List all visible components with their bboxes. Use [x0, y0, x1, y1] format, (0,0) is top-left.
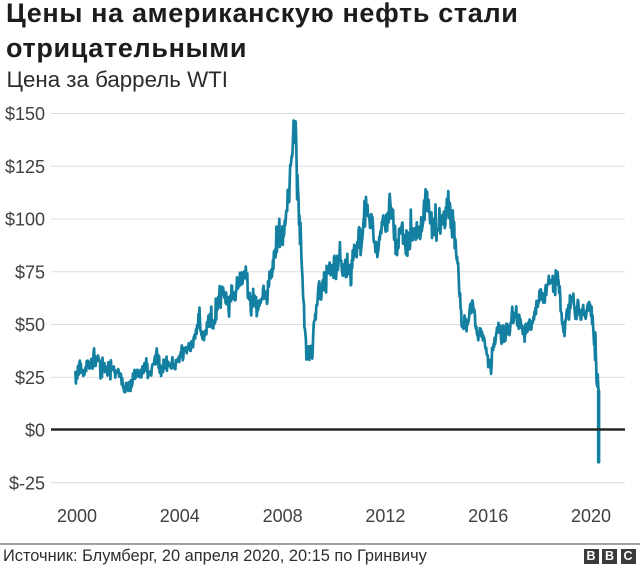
svg-text:2012: 2012 — [365, 506, 405, 526]
svg-text:$150: $150 — [5, 104, 45, 124]
svg-text:$125: $125 — [5, 157, 45, 177]
svg-text:2020: 2020 — [571, 506, 611, 526]
svg-text:$50: $50 — [15, 315, 45, 335]
svg-text:$0: $0 — [25, 421, 45, 441]
svg-text:$-25: $-25 — [9, 473, 45, 493]
svg-text:$100: $100 — [5, 210, 45, 230]
svg-text:$25: $25 — [15, 368, 45, 388]
svg-text:2004: 2004 — [160, 506, 200, 526]
svg-text:2000: 2000 — [57, 506, 97, 526]
svg-text:$75: $75 — [15, 262, 45, 282]
svg-text:2016: 2016 — [468, 506, 508, 526]
svg-text:2008: 2008 — [263, 506, 303, 526]
